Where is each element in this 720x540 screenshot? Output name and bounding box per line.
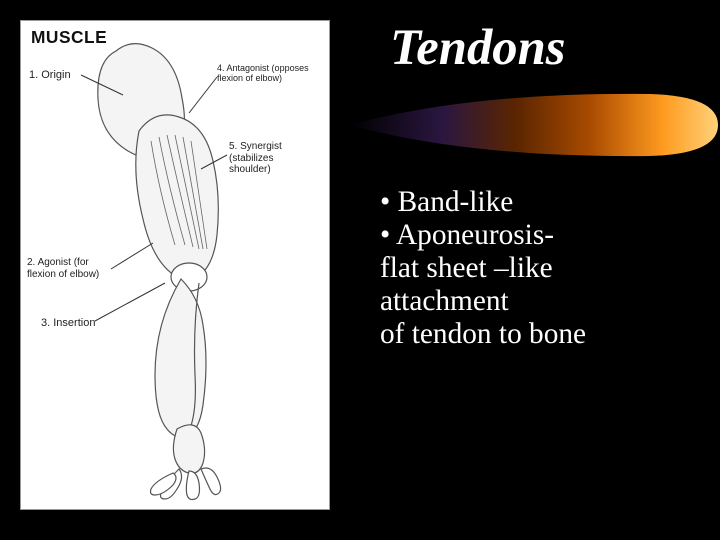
diagram-column: MUSCLE [0, 0, 340, 540]
bullet-list: • Band-like • Aponeurosis- flat sheet –l… [380, 186, 690, 351]
cont-line-2: attachment [380, 285, 690, 318]
muscle-diagram: MUSCLE [20, 20, 330, 510]
label-agonist: 2. Agonist (forflexion of elbow) [27, 257, 99, 280]
label-origin-text: Origin [41, 69, 70, 81]
comet-decoration [350, 90, 720, 160]
label-insertion: 3. Insertion [41, 317, 95, 330]
label-synergist-num: 5. [229, 141, 237, 152]
label-antagonist: 4. Antagonist (opposesflexion of elbow) [217, 63, 309, 84]
content-column: Tendons • Band-like • Aponeurosis- flat … [340, 0, 720, 540]
label-insertion-text: Insertion [53, 317, 95, 329]
label-antagonist-text: Antagonist (opposesflexion of elbow) [217, 63, 309, 83]
label-origin: 1. Origin [29, 69, 71, 82]
slide: MUSCLE [0, 0, 720, 540]
label-antagonist-num: 4. [217, 63, 225, 73]
bullet-2-text: Aponeurosis- [396, 219, 554, 251]
label-insertion-num: 3. [41, 317, 50, 329]
cont-line-3: of tendon to bone [380, 318, 690, 351]
cont-line-1: flat sheet –like [380, 252, 690, 285]
comet-svg [350, 90, 720, 160]
label-synergist: 5. Synergist(stabilizesshoulder) [229, 141, 282, 176]
label-origin-num: 1. [29, 69, 38, 81]
bullet-1: • Band-like [380, 186, 690, 219]
bullet-1-text: Band-like [398, 186, 514, 218]
bullet-2: • Aponeurosis- [380, 219, 690, 252]
label-synergist-text: Synergist(stabilizesshoulder) [229, 141, 282, 175]
label-agonist-text: Agonist (forflexion of elbow) [27, 257, 99, 280]
label-agonist-num: 2. [27, 257, 35, 268]
slide-title: Tendons [390, 18, 690, 76]
